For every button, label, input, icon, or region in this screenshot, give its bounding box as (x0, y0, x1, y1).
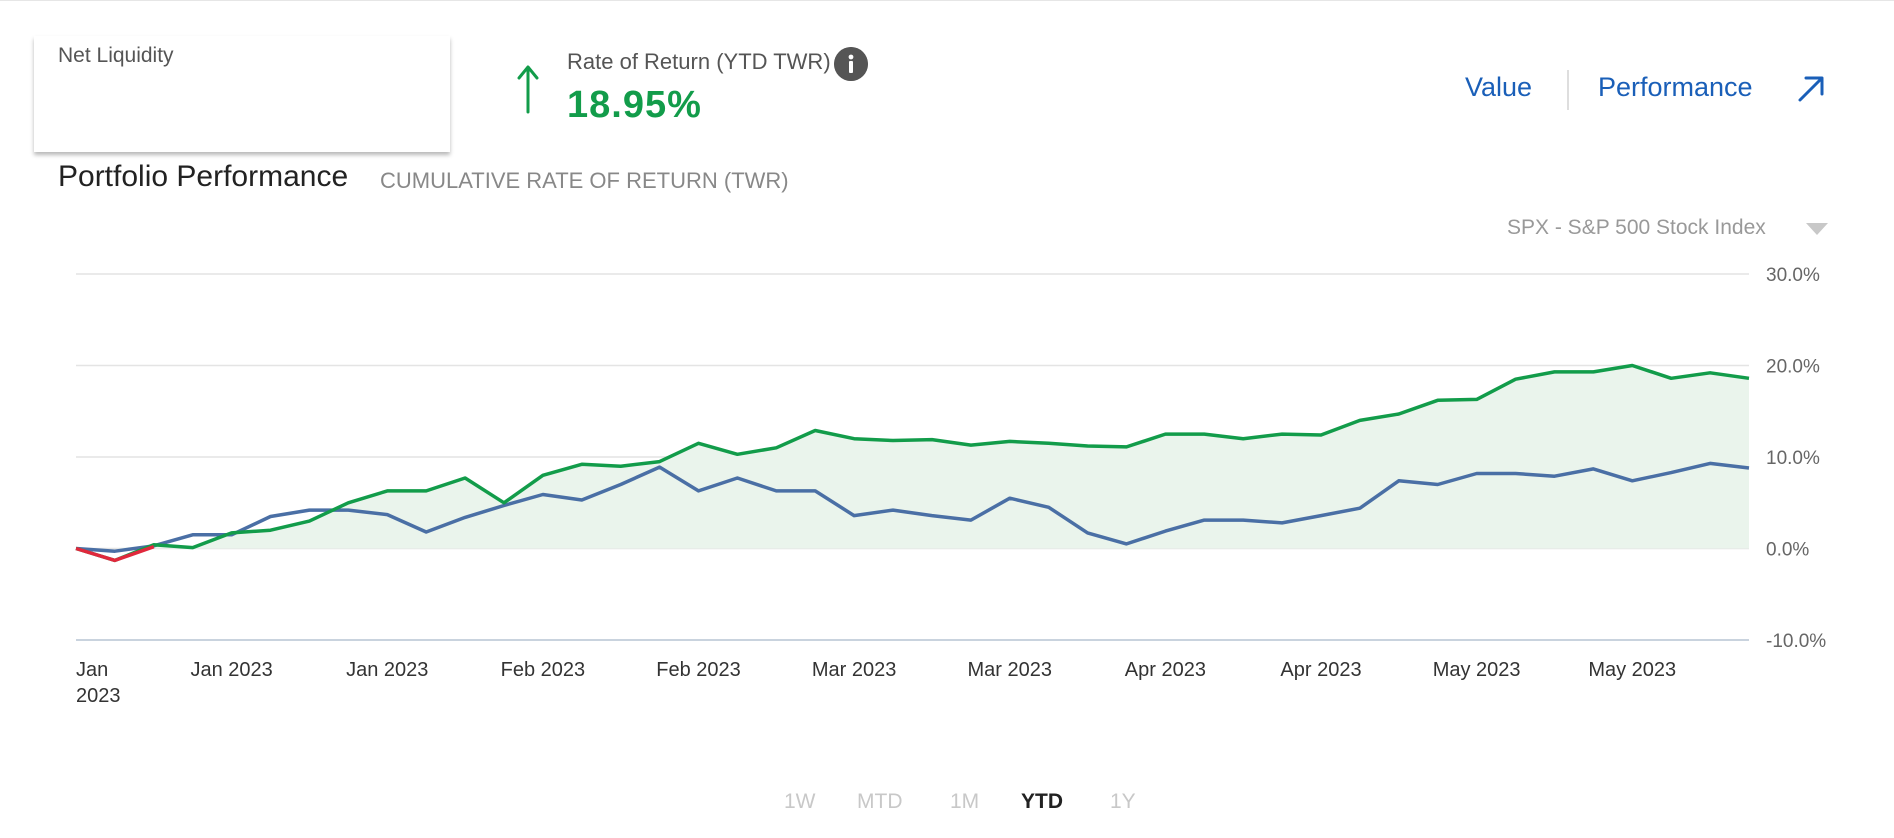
top-divider (0, 0, 1894, 1)
benchmark-series-line (75, 461, 1750, 553)
x-tick-label: May 2023 (1588, 659, 1676, 681)
x-tick-label-line: Apr 2023 (1125, 659, 1206, 681)
chevron-down-icon[interactable] (1806, 222, 1828, 236)
x-tick-label-line: Jan 2023 (346, 659, 428, 681)
info-icon[interactable] (834, 47, 868, 81)
y-tick-label: 0.0% (1766, 540, 1809, 561)
link-divider (1567, 70, 1569, 110)
x-tick-label: Apr 2023 (1125, 659, 1206, 681)
x-tick-label: Jan 2023 (190, 659, 272, 681)
value-link[interactable]: Value (1465, 72, 1533, 102)
x-tick-label-line: May 2023 (1588, 659, 1676, 681)
x-tick-label: Mar 2023 (968, 659, 1053, 681)
range-tab-mtd[interactable]: MTD (857, 790, 903, 813)
x-tick-label-line: Mar 2023 (812, 659, 897, 681)
rate-of-return-value: 18.95% (567, 84, 702, 126)
up-arrow-icon (517, 65, 539, 114)
y-tick-label: 10.0% (1766, 448, 1820, 469)
x-tick-label: Jan 2023 (346, 659, 428, 681)
portfolio-negative-segment (75, 545, 155, 563)
x-tick-label-line: Feb 2023 (656, 659, 741, 681)
y-tick-label: -10.0% (1766, 631, 1826, 652)
y-tick-label: 20.0% (1766, 357, 1820, 378)
x-tick-label-line: 2023 (76, 685, 121, 707)
x-tick-label: Feb 2023 (501, 659, 586, 681)
section-subtitle: CUMULATIVE RATE OF RETURN (TWR) (380, 168, 789, 193)
x-tick-label: Mar 2023 (812, 659, 897, 681)
external-link-arrow-icon[interactable] (1796, 74, 1826, 104)
x-tick-label-line: Jan (76, 659, 108, 681)
portfolio-series-line (75, 363, 1750, 563)
x-tick-label: May 2023 (1433, 659, 1521, 681)
x-tick-label: Jan 2023 (76, 659, 121, 707)
benchmark-select[interactable]: SPX - S&P 500 Stock Index (1507, 216, 1766, 239)
range-tab-1y[interactable]: 1Y (1110, 790, 1136, 813)
portfolio-area-fill (76, 365, 1749, 549)
net-liquidity-label: Net Liquidity (58, 44, 174, 67)
range-tab-ytd[interactable]: YTD (1021, 790, 1063, 813)
section-title: Portfolio Performance (58, 160, 349, 193)
performance-link[interactable]: Performance (1598, 72, 1753, 102)
x-tick-label: Feb 2023 (656, 659, 741, 681)
x-tick-label-line: Jan 2023 (190, 659, 272, 681)
net-liquidity-card: Net Liquidity (34, 36, 450, 152)
y-tick-label: 30.0% (1766, 265, 1820, 286)
range-tab-1m[interactable]: 1M (950, 790, 980, 813)
x-tick-label-line: May 2023 (1433, 659, 1521, 681)
x-tick-label-line: Feb 2023 (501, 659, 586, 681)
x-tick-label-line: Apr 2023 (1280, 659, 1361, 681)
rate-of-return-label: Rate of Return (YTD TWR) (567, 49, 831, 74)
x-tick-label: Apr 2023 (1280, 659, 1361, 681)
x-tick-label-line: Mar 2023 (968, 659, 1053, 681)
range-tab-1w[interactable]: 1W (784, 790, 816, 813)
